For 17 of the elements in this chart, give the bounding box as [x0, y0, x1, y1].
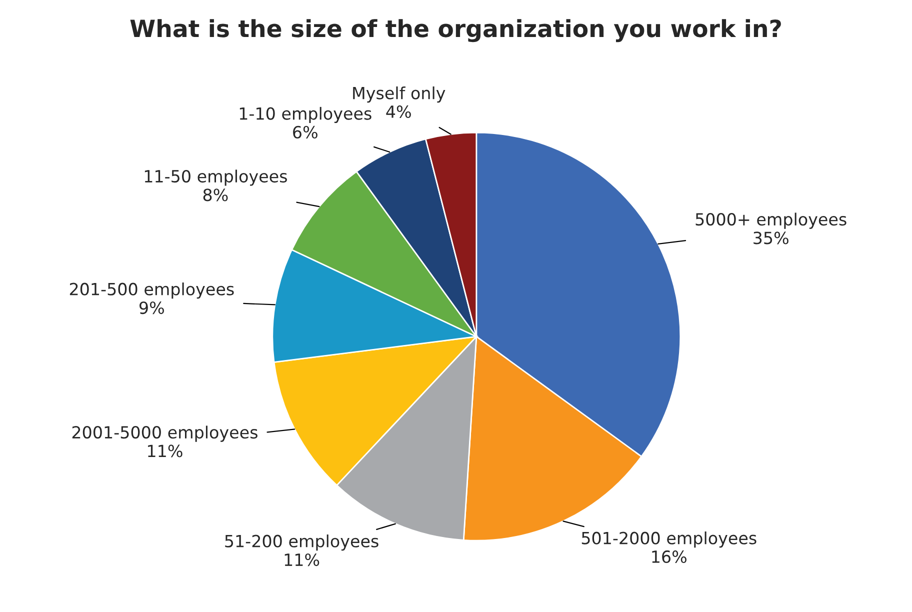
data-label: 11% — [284, 553, 320, 566]
slice-label: 501-2000 employees — [582, 531, 756, 548]
data-label: 9% — [140, 301, 164, 314]
slice-label: Myself only — [353, 86, 446, 103]
data-label: 16% — [652, 550, 686, 564]
data-label: 35% — [754, 232, 788, 244]
slice-label: 2001-5000 employees — [72, 426, 258, 442]
data-label: 6% — [293, 126, 318, 138]
data-label: 8% — [203, 188, 228, 202]
slice-label: 5000+ employees — [696, 212, 846, 229]
slice-label: 11-50 employees — [144, 170, 287, 186]
data-label: 4% — [386, 105, 411, 118]
chart-title: What is the size of the organization you work in? — [130, 19, 781, 42]
slice-label: 1-10 employees — [240, 106, 372, 124]
slice-label: 51-200 employees — [225, 534, 378, 551]
data-label: 11% — [148, 444, 182, 458]
slice-label: 201-500 employees — [70, 282, 234, 299]
